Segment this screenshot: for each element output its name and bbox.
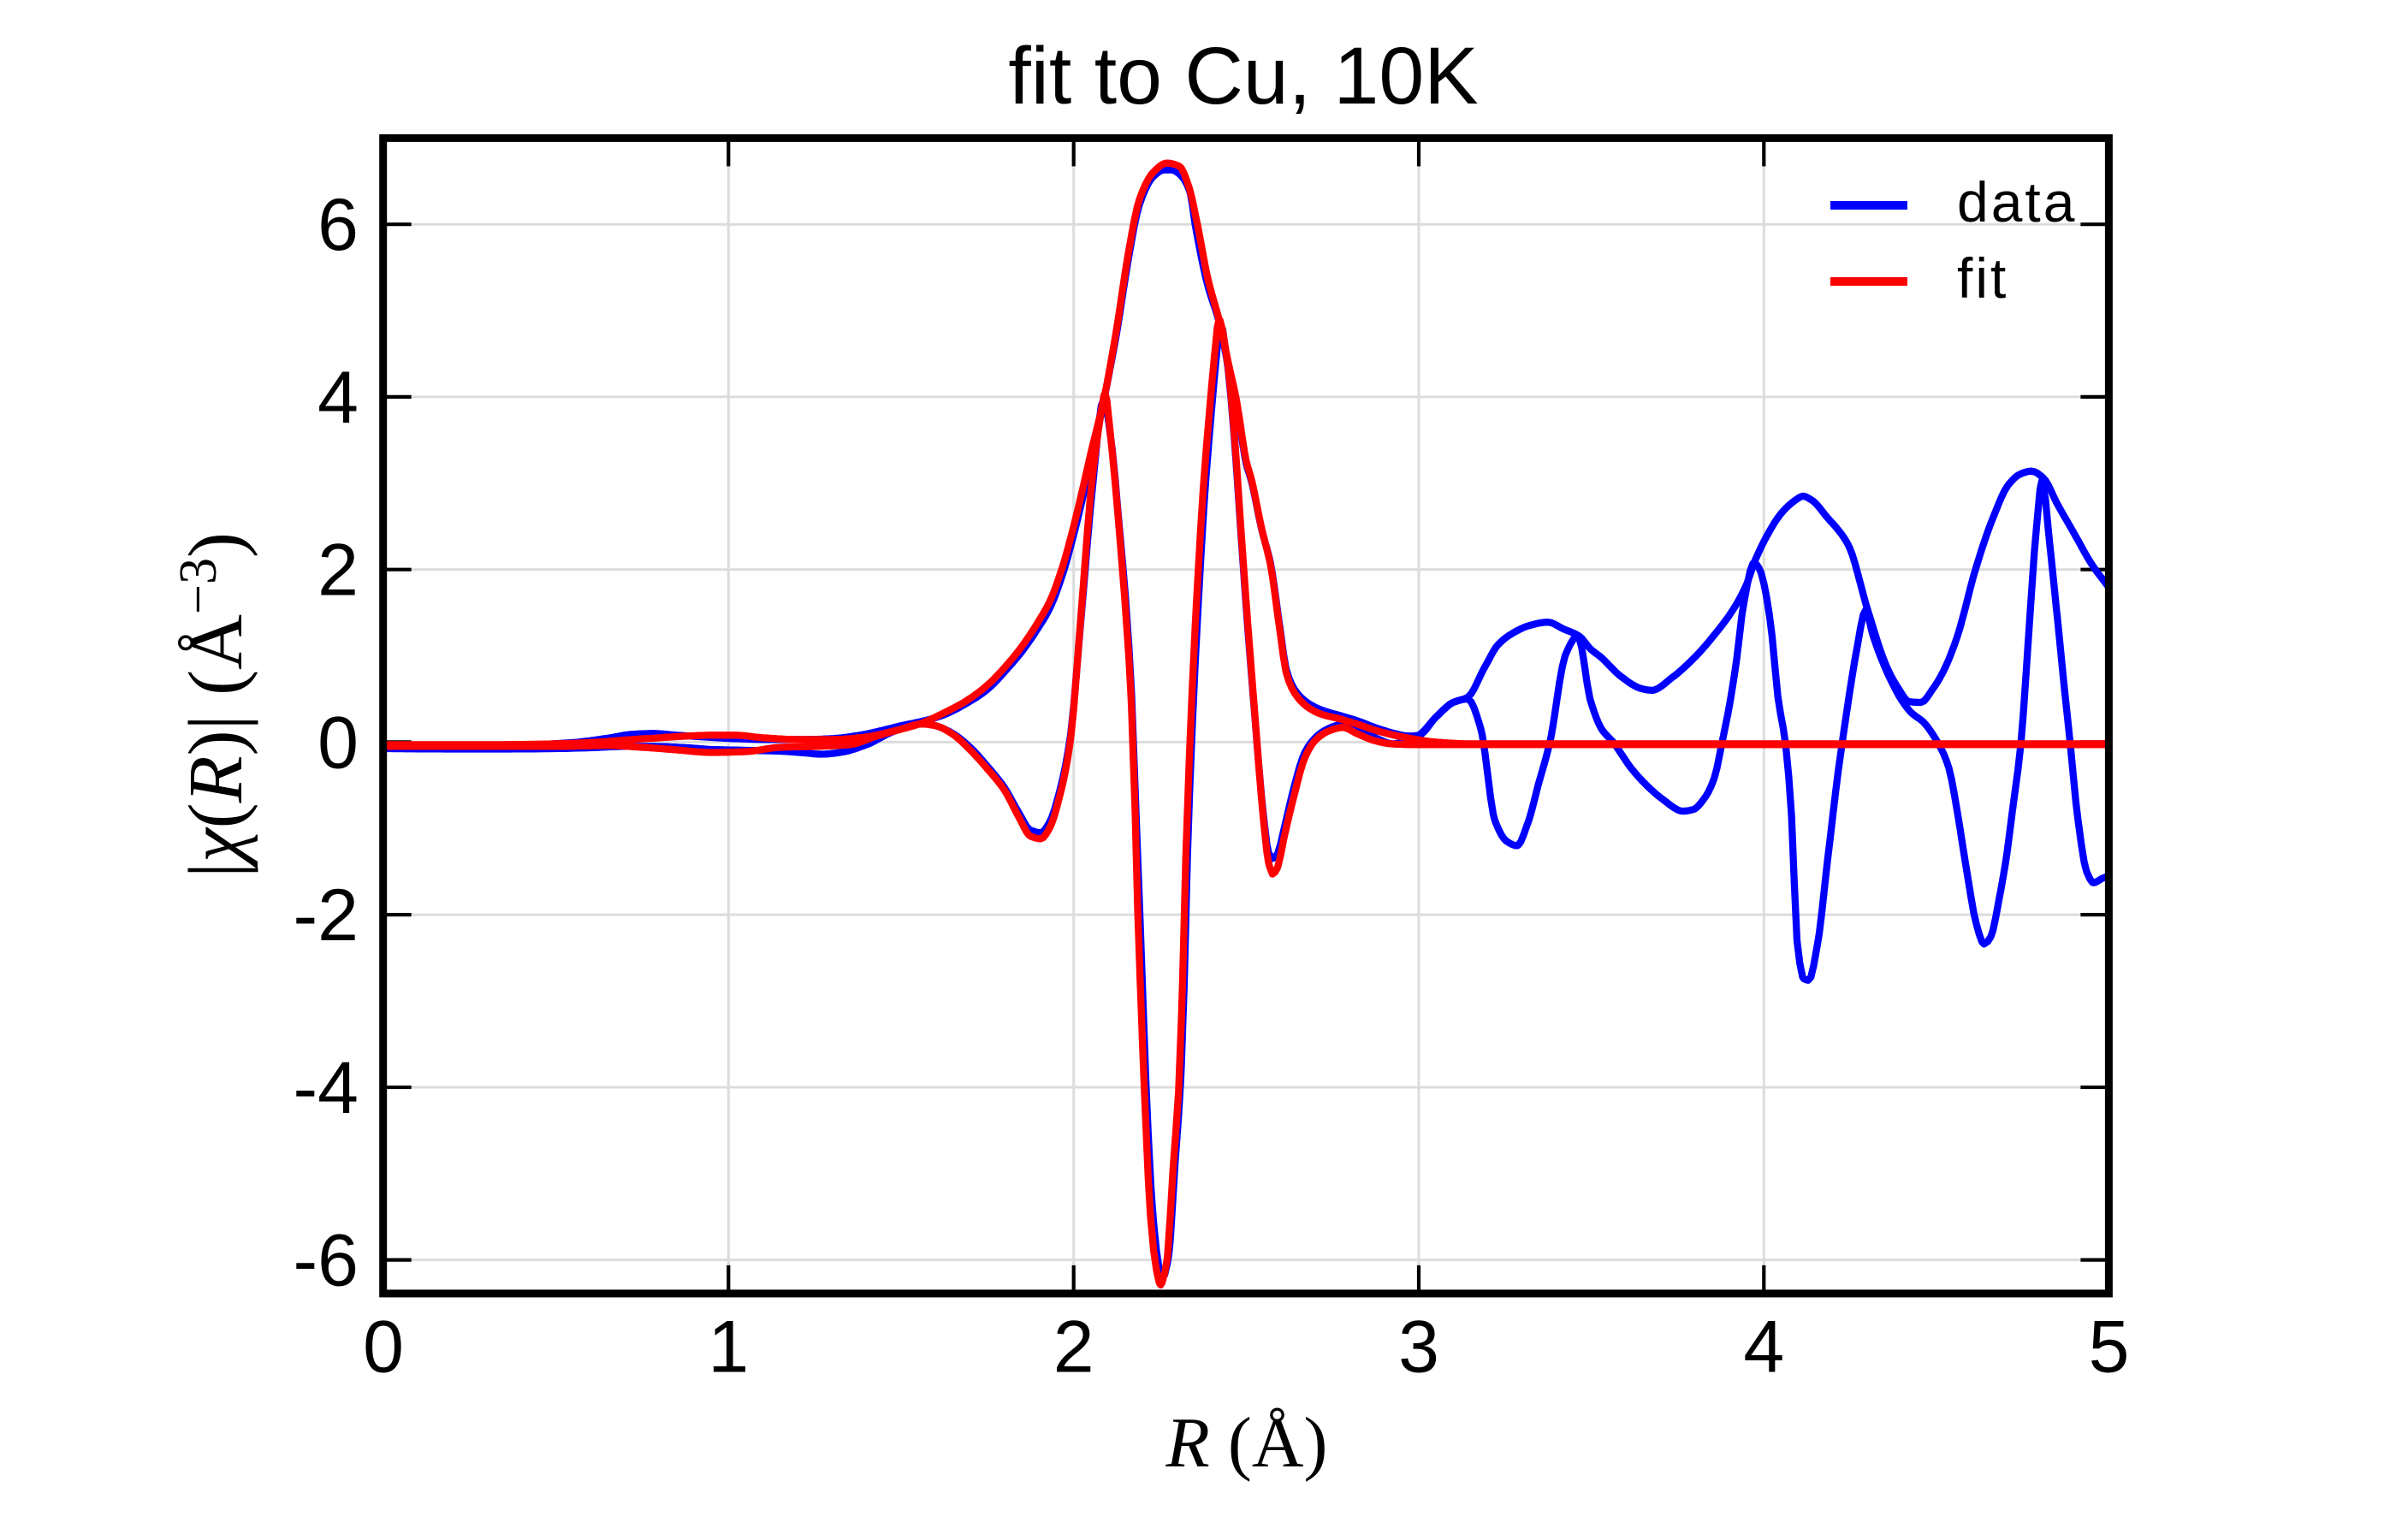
svg-text:2: 2	[1053, 1306, 1094, 1389]
svg-text:1: 1	[708, 1306, 749, 1389]
svg-text:5: 5	[2089, 1306, 2130, 1389]
svg-text:data: data	[1957, 170, 2077, 234]
svg-text:0: 0	[363, 1306, 404, 1389]
svg-text:|χ(R)| (Å−3): |χ(R)| (Å−3)	[169, 532, 258, 878]
svg-text:6: 6	[317, 184, 359, 266]
svg-text:0: 0	[317, 702, 359, 784]
svg-text:-2: -2	[294, 874, 359, 957]
svg-text:2: 2	[317, 530, 359, 612]
svg-text:3: 3	[1398, 1306, 1439, 1389]
svg-text:fit to Cu, 10K: fit to Cu, 10K	[1008, 31, 1478, 121]
svg-text:-6: -6	[294, 1220, 359, 1302]
svg-text:4: 4	[317, 357, 359, 439]
svg-text:R (Å): R (Å)	[1165, 1403, 1328, 1483]
svg-text:fit: fit	[1957, 246, 2008, 310]
svg-text:-4: -4	[294, 1047, 359, 1129]
svg-text:4: 4	[1743, 1306, 1784, 1389]
